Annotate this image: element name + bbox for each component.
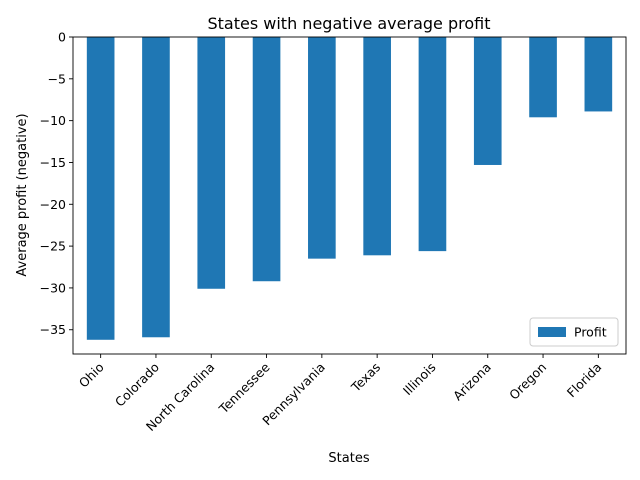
x-tick-label: Texas bbox=[348, 360, 384, 396]
y-tick-label: 0 bbox=[58, 30, 66, 45]
y-tick-label: −10 bbox=[40, 113, 66, 128]
y-tick-label: −20 bbox=[40, 197, 66, 212]
x-tick-label: Florida bbox=[564, 360, 605, 401]
y-tick-label: −25 bbox=[40, 239, 66, 254]
y-tick-label: −35 bbox=[40, 322, 66, 337]
x-axis-label: States bbox=[328, 451, 369, 466]
axes-frame bbox=[72, 36, 627, 355]
legend-box bbox=[529, 317, 619, 347]
x-tick-label: Arizona bbox=[450, 360, 494, 404]
bar-pennsylvania bbox=[308, 37, 336, 259]
x-tick-label: Tennessee bbox=[215, 359, 273, 417]
bar-north-carolina bbox=[197, 37, 226, 289]
chart-title: States with negative average profit bbox=[208, 14, 491, 33]
bar-illinois bbox=[418, 37, 447, 252]
y-tick-label: −5 bbox=[48, 71, 66, 86]
legend-label: Profit bbox=[574, 325, 607, 340]
y-axis-label: Average profit (negative) bbox=[15, 113, 30, 276]
bar-florida bbox=[584, 37, 613, 112]
y-tick-label: −30 bbox=[40, 280, 66, 295]
bar-texas bbox=[363, 37, 391, 256]
y-tick-label: −15 bbox=[40, 155, 66, 170]
bar-tennessee bbox=[252, 37, 281, 282]
bar-colorado bbox=[142, 37, 170, 338]
legend: Profit bbox=[529, 317, 619, 347]
bar-oregon bbox=[529, 37, 557, 118]
legend-swatch bbox=[538, 327, 566, 337]
x-tick-label: Ohio bbox=[76, 360, 107, 391]
x-tick-label: Illinois bbox=[400, 360, 439, 399]
x-tick-label: Colorado bbox=[112, 360, 162, 410]
bar-arizona bbox=[473, 37, 502, 165]
x-tick-label: Oregon bbox=[506, 360, 549, 403]
bar-ohio bbox=[86, 37, 115, 340]
